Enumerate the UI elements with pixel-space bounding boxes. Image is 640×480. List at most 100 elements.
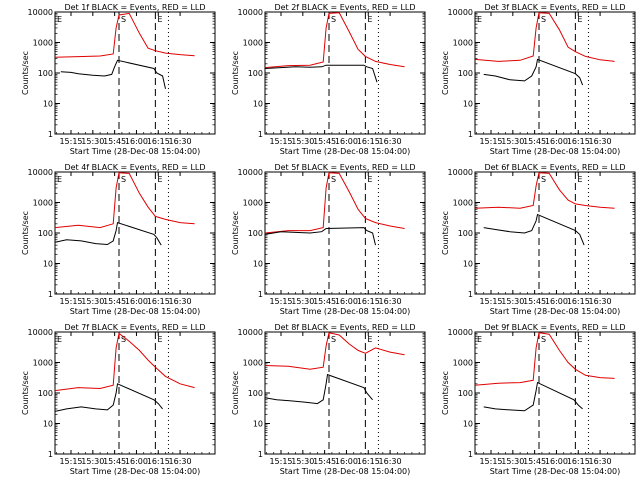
y-tick-label: 1000 xyxy=(33,199,53,208)
time-marker-label: E xyxy=(367,175,372,184)
y-axis-label: Counts/sec xyxy=(21,211,30,255)
time-marker-label: S xyxy=(121,175,126,184)
time-marker-label: S xyxy=(331,15,336,24)
x-tick-label: 16:30 xyxy=(589,297,612,306)
y-tick-label: 1000 xyxy=(243,359,263,368)
y-tick-label: 10 xyxy=(253,100,263,109)
plot-frame xyxy=(474,11,636,135)
time-marker-label: E xyxy=(577,15,582,24)
y-axis-label: Counts/sec xyxy=(441,371,450,415)
x-tick-label: 15:15 xyxy=(479,297,502,306)
y-tick-label: 10000 xyxy=(448,168,473,177)
x-tick-label: 15:45 xyxy=(313,137,336,146)
x-tick-label: 15:30 xyxy=(501,137,524,146)
y-tick-label: 10 xyxy=(43,100,53,109)
plot-frame xyxy=(264,171,426,295)
panel-9: Det 9f BLACK = Events, RED = LLD 1 10 100 10… xyxy=(441,323,636,476)
y-axis-label: Counts/sec xyxy=(231,211,240,255)
y-tick-label: 1 xyxy=(258,130,263,139)
y-tick-label: 10 xyxy=(43,260,53,269)
panel-4: Det 4f BLACK = Events, RED = LLD 1 10 100 10… xyxy=(21,163,216,316)
x-tick-label: 16:15 xyxy=(357,137,380,146)
chart-title: Det 3f BLACK = Events, RED = LLD xyxy=(484,3,625,12)
time-marker-label: E xyxy=(477,335,482,344)
y-tick-label: 1 xyxy=(48,290,53,299)
series-black xyxy=(265,64,378,83)
y-tick-label: 1000 xyxy=(243,199,263,208)
x-tick-label: 16:30 xyxy=(169,297,192,306)
x-tick-label: 16:00 xyxy=(335,137,358,146)
y-tick-label: 1 xyxy=(468,450,473,459)
y-tick-label: 1000 xyxy=(453,199,473,208)
series-red xyxy=(265,332,405,370)
panel-8: Det 8f BLACK = Events, RED = LLD 1 10 100 10… xyxy=(231,323,426,476)
y-tick-label: 10000 xyxy=(238,328,263,337)
y-tick-label: 1 xyxy=(468,130,473,139)
x-tick-label: 15:30 xyxy=(81,137,104,146)
y-tick-label: 1000 xyxy=(453,359,473,368)
x-tick-label: 15:45 xyxy=(313,297,336,306)
x-tick-label: 15:45 xyxy=(523,457,546,466)
y-tick-label: 10000 xyxy=(238,168,263,177)
y-tick-label: 1 xyxy=(48,450,53,459)
x-tick-label: 15:45 xyxy=(103,457,126,466)
series-red xyxy=(265,12,405,69)
plot-frame xyxy=(264,331,426,455)
series-black xyxy=(265,227,376,246)
x-axis-label: Start Time (28-Dec-08 15:04:00) xyxy=(280,467,411,476)
y-tick-label: 100 xyxy=(248,69,263,78)
series-red xyxy=(475,172,615,209)
time-marker-label: E xyxy=(577,335,582,344)
time-marker-label: S xyxy=(541,175,546,184)
x-tick-label: 16:00 xyxy=(125,457,148,466)
chart-title: Det 7f BLACK = Events, RED = LLD xyxy=(64,323,205,332)
x-tick-label: 15:15 xyxy=(59,457,82,466)
x-tick-label: 15:30 xyxy=(81,457,104,466)
x-tick-label: 15:30 xyxy=(81,297,104,306)
x-tick-label: 15:15 xyxy=(479,137,502,146)
panel-3: Det 3f BLACK = Events, RED = LLD 1 10 100 10… xyxy=(441,3,636,156)
y-tick-label: 100 xyxy=(458,69,473,78)
time-marker-label: S xyxy=(121,15,126,24)
y-tick-label: 1 xyxy=(258,290,263,299)
x-tick-label: 16:15 xyxy=(357,297,380,306)
x-tick-label: 16:30 xyxy=(169,457,192,466)
time-marker-label: E xyxy=(57,175,62,184)
series-black xyxy=(483,58,584,86)
y-axis-label: Counts/sec xyxy=(21,51,30,95)
series-black xyxy=(60,59,166,90)
y-tick-label: 10000 xyxy=(448,8,473,17)
x-tick-label: 15:45 xyxy=(103,297,126,306)
x-tick-label: 16:30 xyxy=(589,457,612,466)
x-axis-label: Start Time (28-Dec-08 15:04:00) xyxy=(490,147,621,156)
x-axis-label: Start Time (28-Dec-08 15:04:00) xyxy=(70,147,201,156)
x-tick-label: 16:30 xyxy=(379,297,402,306)
y-tick-label: 100 xyxy=(458,229,473,238)
x-tick-label: 15:15 xyxy=(269,457,292,466)
y-tick-label: 10 xyxy=(253,260,263,269)
time-marker-label: E xyxy=(57,15,62,24)
y-axis-label: Counts/sec xyxy=(441,211,450,255)
y-axis-label: Counts/sec xyxy=(231,371,240,415)
panel-5: Det 5f BLACK = Events, RED = LLD 1 10 100 10… xyxy=(231,163,426,316)
x-axis-label: Start Time (28-Dec-08 15:04:00) xyxy=(280,307,411,316)
y-tick-label: 100 xyxy=(38,389,53,398)
x-tick-label: 15:30 xyxy=(501,457,524,466)
chart-title: Det 6f BLACK = Events, RED = LLD xyxy=(484,163,625,172)
plot-frame xyxy=(264,11,426,135)
chart-title: Det 2f BLACK = Events, RED = LLD xyxy=(274,3,415,12)
x-tick-label: 15:30 xyxy=(291,137,314,146)
y-tick-label: 10 xyxy=(463,260,473,269)
x-tick-label: 16:00 xyxy=(545,137,568,146)
y-tick-label: 10 xyxy=(463,100,473,109)
x-tick-label: 15:30 xyxy=(291,457,314,466)
chart-title: Det 1f BLACK = Events, RED = LLD xyxy=(64,3,205,12)
x-tick-label: 16:15 xyxy=(567,137,590,146)
y-tick-label: 100 xyxy=(38,69,53,78)
x-tick-label: 16:30 xyxy=(379,457,402,466)
y-tick-label: 100 xyxy=(248,229,263,238)
x-tick-label: 16:30 xyxy=(589,137,612,146)
y-tick-label: 10 xyxy=(43,420,53,429)
y-tick-label: 1000 xyxy=(33,39,53,48)
x-tick-label: 16:30 xyxy=(169,137,192,146)
